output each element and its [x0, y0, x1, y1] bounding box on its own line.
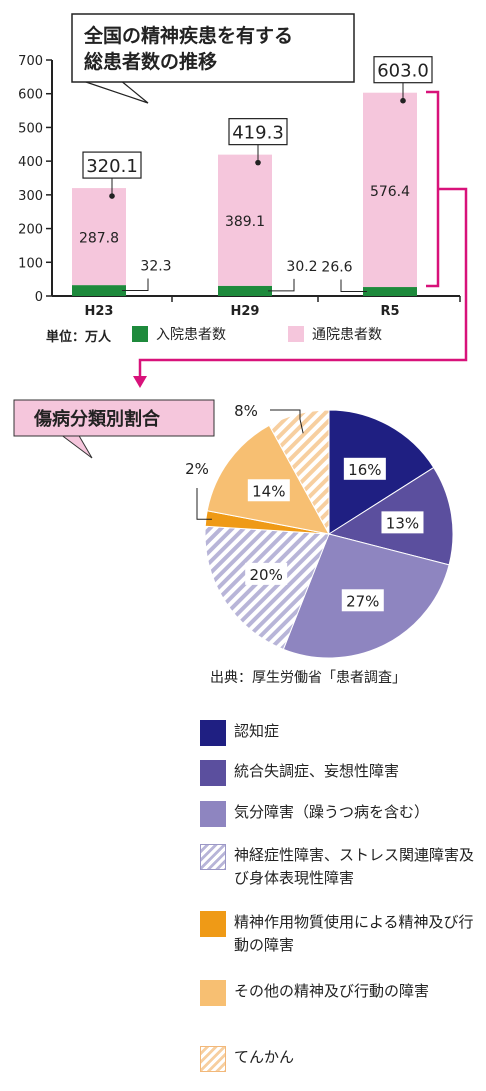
arrow-line — [138, 187, 468, 378]
y-tick-label: 100 — [18, 256, 43, 271]
bracket-line — [426, 90, 440, 288]
arrow-head — [133, 376, 147, 388]
total-value: 320.1 — [86, 156, 138, 177]
pie-leader — [196, 488, 212, 520]
pie-chart: 16% 13% 27% 20% 2% 14% 8% — [185, 402, 454, 659]
bar-outpatient — [72, 188, 126, 286]
bar-outpatient-value: 576.4 — [370, 184, 410, 200]
bar-inpatient — [363, 287, 417, 296]
pie-label: 27% — [346, 592, 379, 610]
legend-label-epilepsy: てんかん — [234, 1048, 295, 1066]
pie-label: 16% — [348, 461, 381, 479]
legend-swatch-mood — [200, 801, 226, 827]
bar-outpatient-value: 287.8 — [79, 231, 119, 247]
bar-inpatient-value: 26.6 — [321, 260, 352, 276]
legend-item-schizophrenia: 統合失調症、妄想性障害 — [200, 760, 474, 786]
legend-label-substance: 精神作用物質使用による精神及び行動の障害 — [234, 913, 474, 954]
bar-inpatient-value: 32.3 — [140, 259, 171, 275]
legend-label-other-mental: その他の精神及び行動の障害 — [234, 982, 430, 1000]
legend-item-neurotic: 神経症性障害、ストレス関連障害及び身体表現性障害 — [200, 844, 474, 890]
bar-inpatient — [72, 285, 126, 296]
legend-inpatient: 入院患者数 — [132, 324, 226, 344]
y-tick-label: 200 — [18, 223, 43, 238]
bar-inpatient-value: 30.2 — [286, 259, 317, 275]
bar-outpatient — [218, 154, 272, 286]
pie-label-bg — [245, 562, 288, 585]
bar-title-line-2: 総患者数の推移 — [84, 50, 217, 73]
legend-label-dementia: 認知症 — [234, 722, 280, 740]
inpatient-leader — [122, 278, 149, 292]
x-tick-label: R5 — [380, 304, 399, 319]
pie-label-bg — [343, 457, 386, 480]
pie-label-bg — [381, 511, 424, 534]
unit-label: 単位：万人 — [46, 330, 112, 345]
bars: H23 287.8 320.1 32.3 H29 389.1 419.3 30.2 R5 576.… — [72, 56, 433, 319]
pie-title: 傷病分類別割合 — [33, 408, 161, 430]
pie-label: 20% — [250, 566, 283, 584]
legend-swatch-other-mental — [200, 980, 226, 1006]
legend-label-neurotic: 神経症性障害、ストレス関連障害及び身体表現性障害 — [234, 846, 475, 887]
bar-outpatient-value: 389.1 — [225, 214, 265, 230]
inpatient-leader — [268, 278, 295, 292]
pie-title-box — [13, 399, 215, 437]
x-ticks — [171, 296, 461, 302]
legend-label-schizophrenia: 統合失調症、妄想性障害 — [234, 762, 400, 780]
y-tick-label: 600 — [18, 88, 43, 103]
total-box — [82, 151, 142, 179]
pie-slice — [268, 409, 330, 535]
legend-item-other-mental: その他の精神及び行動の障害 — [200, 980, 474, 1006]
pie-leader — [270, 409, 304, 434]
inpatient-leader — [340, 279, 367, 293]
bar-outpatient — [363, 92, 417, 288]
legend-item-epilepsy: てんかん — [200, 1046, 474, 1072]
pie-slice — [204, 525, 330, 650]
bar-title-callout-tail — [79, 79, 149, 104]
pie-label-bg — [247, 479, 290, 502]
legend-item-substance: 精神作用物質使用による精神及び行動の障害 — [200, 911, 474, 957]
y-tick-label: 500 — [18, 121, 43, 136]
pie-label: 2% — [185, 460, 209, 478]
legend-swatch-substance — [200, 911, 226, 937]
total-value: 419.3 — [232, 123, 284, 144]
legend-inpatient-label: 入院患者数 — [156, 327, 226, 343]
x-tick-label: H23 — [85, 304, 114, 319]
pie-title-callout-tail — [59, 433, 93, 459]
pie-label-bg — [341, 589, 384, 612]
total-box — [373, 56, 433, 84]
y-tick-label: 400 — [18, 155, 43, 170]
bar-title-line-1: 全国の精神疾患を有する — [83, 24, 293, 47]
bar-inpatient — [218, 285, 272, 296]
y-ticks: 0 100 200 300 400 500 600 700 — [18, 54, 52, 305]
legend-swatch-schizophrenia — [200, 760, 226, 786]
legend-swatch-epilepsy — [200, 1046, 226, 1072]
source-note: 出典：厚生労働省「患者調査」 — [210, 670, 406, 686]
legend-item-dementia: 認知症 — [200, 720, 474, 746]
pie-label: 8% — [234, 402, 258, 420]
legend-swatch-neurotic — [200, 844, 226, 870]
legend-outpatient-swatch — [288, 326, 304, 342]
pie-label: 13% — [386, 514, 419, 532]
x-tick-label: H29 — [231, 304, 260, 319]
legend-outpatient: 通院患者数 — [288, 324, 382, 344]
r5-bracket — [133, 90, 468, 388]
bar-title-box — [71, 13, 355, 83]
pie-label: 14% — [252, 482, 285, 500]
total-value: 603.0 — [377, 61, 429, 82]
legend-swatch-dementia — [200, 720, 226, 746]
y-tick-label: 0 — [35, 290, 43, 305]
legend-label-mood: 気分障害（躁うつ病を含む） — [234, 803, 430, 821]
total-box — [228, 118, 288, 146]
legend-inpatient-swatch — [132, 326, 148, 342]
legend-outpatient-label: 通院患者数 — [312, 327, 382, 343]
legend-item-mood: 気分障害（躁うつ病を含む） — [200, 801, 474, 827]
y-tick-label: 300 — [18, 189, 43, 204]
y-tick-label: 700 — [18, 54, 43, 69]
